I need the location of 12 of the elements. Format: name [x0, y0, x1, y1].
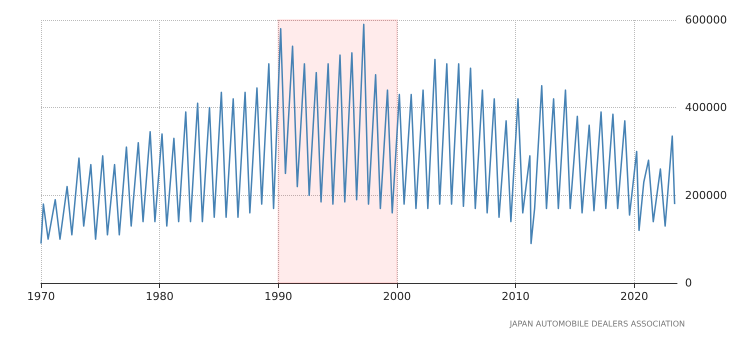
x-tick-label: 1990 — [264, 290, 292, 303]
y-tick-label: 0 — [685, 276, 692, 290]
x-tick-label: 1970 — [27, 290, 55, 303]
y-tick-label: 200000 — [685, 188, 728, 202]
x-tick-label: 2010 — [502, 290, 530, 303]
x-tick-label: 2000 — [382, 290, 411, 303]
y-tick-label: 400000 — [685, 101, 728, 114]
line-series — [40, 24, 676, 244]
y-tick-label: 600000 — [685, 14, 728, 26]
text: JAPAN AUTOMOBILE DEALERS ASSOCIATION — [508, 320, 686, 328]
x-tick-label: 1980 — [146, 290, 174, 303]
x-tick-label: 2020 — [620, 290, 648, 303]
